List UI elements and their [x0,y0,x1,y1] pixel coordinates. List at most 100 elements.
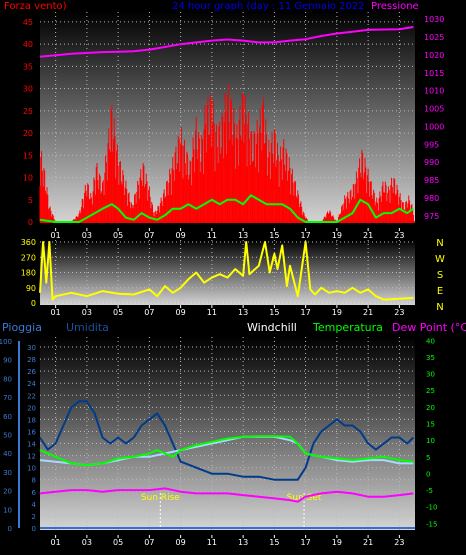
rain-y-tick-label: 80 [3,375,12,383]
humidity-y-tick-label: 24 [27,380,36,388]
rain-y-tick-label: 0 [8,525,12,533]
temp-y-tick-label: 40 [426,337,435,345]
x-tick-label: 15 [269,538,279,547]
pressure-y-tick-label: 975 [424,212,439,221]
x-tick-label: 23 [394,231,404,240]
x-tick-label: 13 [238,538,248,547]
x-tick-label: 03 [82,231,92,240]
humidity-y-tick-label: 12 [27,453,36,461]
x-tick-label: 01 [51,308,61,317]
x-tick-label: 23 [394,538,404,547]
humidity-y-tick-label: 20 [27,404,36,412]
wind-average-line [39,194,414,223]
x-tick-label: 05 [113,538,123,547]
rain-y-tick-label: 30 [3,469,12,477]
direction-series [39,241,414,301]
chart-title: 24 hour graph (day : 11 Gennaio 2022 [172,1,365,12]
x-tick-label: 05 [113,231,123,240]
temperature-line [39,435,414,467]
direction-y-tick-label: 0 [31,299,36,308]
wind-y-tick-label: 40 [23,40,33,49]
humidity-y-tick-label: 4 [32,501,37,509]
temp-y-tick-label: 0 [426,470,430,478]
x-tick-label: 09 [176,308,186,317]
rain-y-tick-label: 60 [3,413,12,421]
pressure-y-tick-label: 985 [424,176,439,185]
wind-y-tick-label: 35 [23,62,33,71]
direction-y-tick-label: 360 [21,238,36,247]
x-tick-label: 11 [207,538,217,547]
windchill-legend: Windchill [247,321,297,334]
direction-y-tick-label: 90 [26,284,36,293]
humidity-y-tick-label: 16 [27,428,36,436]
temp-y-tick-label: -15 [426,520,437,528]
x-tick-label: 21 [363,231,373,240]
x-tick-label: 23 [394,308,404,317]
humidity-y-tick-label: 28 [27,356,36,364]
rain-y-tick-label: 50 [3,432,12,440]
direction-y-tick-label: 180 [21,269,36,278]
pressure-y-tick-label: 1020 [424,51,444,60]
wind-axis-ticks: 0510152025303540459759809859909951000100… [23,15,445,240]
x-tick-label: 15 [269,308,279,317]
x-tick-label: 11 [207,231,217,240]
wind-series [39,26,415,223]
wind-y-tick-label: 25 [23,107,33,116]
wind-y-tick-label: 15 [23,151,33,160]
wind-y-tick-label: 5 [28,196,33,205]
pressure-y-tick-label: 990 [424,158,439,167]
x-tick-label: 21 [363,308,373,317]
pressure-line [39,26,414,58]
temp-y-tick-label: 30 [426,371,435,379]
temp-series: Sun Rise Sun Set [39,400,415,529]
rain-y-tick-label: 100 [0,338,12,346]
wind-direction-line [39,241,414,301]
pressure-y-tick-label: 1000 [424,122,444,131]
wind-y-tick-label: 20 [23,129,33,138]
humidity-y-tick-label: 6 [32,489,37,497]
x-tick-label: 03 [82,538,92,547]
temp-axis-ticks: 0102030405060708090100024681012141618202… [0,337,437,547]
compass-label: N [436,302,443,313]
wind-y-tick-label: 45 [23,18,33,27]
humidity-y-tick-label: 2 [32,513,36,521]
sun-rise-label: Sun Rise [141,493,180,503]
humidity-line [39,400,415,481]
rain-y-tick-label: 70 [3,394,12,402]
wind-y-tick-label: 0 [28,218,33,227]
dewpoint-line [39,487,414,503]
pressure-y-tick-label: 995 [424,140,439,149]
humidity-y-tick-label: 10 [27,465,36,473]
humidity-y-tick-label: 30 [27,344,36,352]
x-tick-label: 11 [207,308,217,317]
temp-y-tick-label: 20 [426,404,435,412]
x-tick-label: 13 [238,308,248,317]
compass-label: E [437,286,443,297]
temp-y-tick-label: 15 [426,421,435,429]
x-tick-label: 09 [176,538,186,547]
x-tick-label: 01 [51,538,61,547]
temp-plot-area [40,337,415,530]
direction-y-tick-label: 270 [21,253,36,262]
rain-y-tick-label: 90 [3,357,12,365]
x-tick-label: 05 [113,308,123,317]
humidity-y-tick-label: 8 [32,477,36,485]
rain-y-tick-label: 20 [3,488,12,496]
x-tick-label: 17 [301,538,311,547]
temperature-legend: Temperatura [312,321,383,334]
dewpoint-legend: Dew Point (°C) [392,321,466,334]
pressure-y-tick-label: 980 [424,194,439,203]
temp-y-tick-label: -10 [426,504,437,512]
compass-label: W [435,254,445,265]
pressure-y-tick-label: 1025 [424,33,444,42]
x-tick-label: 19 [332,231,342,240]
x-tick-label: 17 [301,231,311,240]
compass-label: S [437,270,443,281]
pressure-y-tick-label: 1010 [424,87,444,96]
pressure-y-tick-label: 1015 [424,69,444,78]
humidity-y-tick-label: 14 [27,441,36,449]
x-tick-label: 03 [82,308,92,317]
x-tick-label: 13 [238,231,248,240]
